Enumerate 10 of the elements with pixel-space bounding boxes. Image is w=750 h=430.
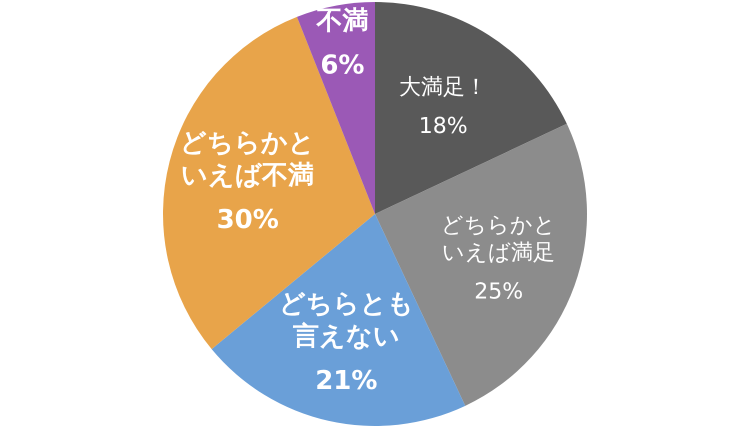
slice-label: 大満足！ <box>399 74 488 100</box>
slice-label: どちらとも言えない <box>278 288 414 352</box>
slice-label: どちらかといえば不満 <box>180 128 316 190</box>
data-label: 25% <box>474 280 524 305</box>
data-label: 30% <box>216 204 279 235</box>
slice-label: 不満 <box>315 6 368 36</box>
data-label: 6% <box>320 50 365 80</box>
data-label: 18% <box>418 114 468 139</box>
slice-label: どちらかといえば満足 <box>441 212 556 266</box>
data-label: 21% <box>315 366 378 396</box>
